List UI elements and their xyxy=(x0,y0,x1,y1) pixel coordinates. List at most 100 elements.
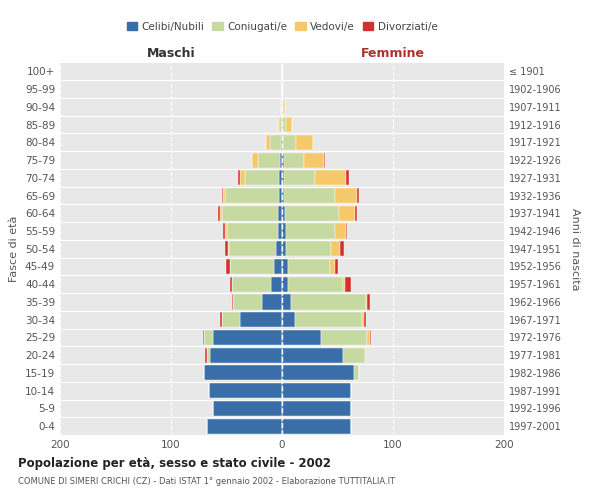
Bar xyxy=(346,170,349,186)
Bar xyxy=(286,241,331,256)
Y-axis label: Fasce di età: Fasce di età xyxy=(10,216,19,282)
Bar xyxy=(277,241,282,256)
Bar xyxy=(281,135,282,150)
Bar xyxy=(335,259,337,274)
Bar xyxy=(283,135,296,150)
Text: COMUNE DI SIMERI CRICHI (CZ) - Dati ISTAT 1° gennaio 2002 - Elaborazione TUTTITA: COMUNE DI SIMERI CRICHI (CZ) - Dati ISTA… xyxy=(18,476,395,486)
Bar xyxy=(316,170,346,186)
Bar xyxy=(338,206,355,221)
Bar xyxy=(226,241,227,256)
Bar xyxy=(226,224,227,238)
Bar xyxy=(345,276,351,292)
Bar xyxy=(252,152,257,168)
Bar xyxy=(223,224,226,238)
Bar xyxy=(284,188,335,203)
Bar xyxy=(233,294,262,310)
Bar xyxy=(296,135,313,150)
Bar xyxy=(282,276,287,292)
Bar xyxy=(282,152,284,168)
Bar xyxy=(204,330,213,345)
Bar xyxy=(282,330,321,345)
Bar xyxy=(287,276,343,292)
Bar xyxy=(346,224,347,238)
Bar xyxy=(282,224,286,238)
Bar xyxy=(230,276,232,292)
Bar xyxy=(209,383,282,398)
Bar xyxy=(282,383,351,398)
Bar xyxy=(232,294,233,310)
Bar xyxy=(282,188,284,203)
Bar xyxy=(286,206,338,221)
Text: Maschi: Maschi xyxy=(146,47,196,60)
Bar xyxy=(287,259,330,274)
Bar xyxy=(278,170,282,186)
Bar xyxy=(282,294,291,310)
Bar xyxy=(262,294,282,310)
Bar xyxy=(266,135,270,150)
Bar xyxy=(220,312,222,327)
Bar xyxy=(291,294,367,310)
Bar xyxy=(282,100,283,114)
Bar xyxy=(284,152,304,168)
Bar xyxy=(282,241,286,256)
Bar xyxy=(278,224,282,238)
Bar xyxy=(335,224,346,238)
Legend: Celibi/Nubili, Coniugati/e, Vedovi/e, Divorziati/e: Celibi/Nubili, Coniugati/e, Vedovi/e, Di… xyxy=(122,18,442,36)
Bar xyxy=(324,152,325,168)
Bar xyxy=(282,418,351,434)
Bar xyxy=(222,188,223,203)
Bar xyxy=(367,330,370,345)
Bar xyxy=(226,188,278,203)
Bar xyxy=(343,348,365,362)
Bar xyxy=(281,100,282,114)
Bar xyxy=(257,152,280,168)
Bar xyxy=(205,348,206,362)
Bar xyxy=(282,259,287,274)
Bar xyxy=(321,330,367,345)
Bar xyxy=(282,135,283,150)
Y-axis label: Anni di nascita: Anni di nascita xyxy=(570,208,580,290)
Bar xyxy=(364,312,367,327)
Bar xyxy=(213,401,282,416)
Bar xyxy=(227,241,229,256)
Bar xyxy=(295,312,362,327)
Bar xyxy=(271,276,282,292)
Bar xyxy=(218,206,220,221)
Bar xyxy=(358,188,359,203)
Bar xyxy=(282,312,295,327)
Bar xyxy=(286,224,335,238)
Bar xyxy=(227,224,278,238)
Bar xyxy=(367,294,370,310)
Bar xyxy=(330,259,335,274)
Bar xyxy=(220,206,222,221)
Bar xyxy=(282,401,351,416)
Bar xyxy=(370,330,371,345)
Bar xyxy=(280,152,282,168)
Bar xyxy=(286,117,292,132)
Bar xyxy=(229,241,277,256)
Bar xyxy=(222,206,278,221)
Bar xyxy=(274,259,282,274)
Text: Femmine: Femmine xyxy=(361,47,425,60)
Bar xyxy=(206,418,282,434)
Bar xyxy=(230,259,274,274)
Bar xyxy=(282,117,286,132)
Bar xyxy=(245,170,278,186)
Bar xyxy=(278,188,282,203)
Bar xyxy=(355,206,358,221)
Bar xyxy=(227,259,230,274)
Bar xyxy=(362,312,364,327)
Bar xyxy=(240,170,245,186)
Bar xyxy=(278,117,282,132)
Bar xyxy=(222,312,240,327)
Text: Popolazione per età, sesso e stato civile - 2002: Popolazione per età, sesso e stato civil… xyxy=(18,456,331,469)
Bar xyxy=(270,135,281,150)
Bar xyxy=(232,276,271,292)
Bar xyxy=(354,366,359,380)
Bar xyxy=(238,170,240,186)
Bar xyxy=(284,170,316,186)
Bar xyxy=(210,348,282,362)
Bar xyxy=(365,348,367,362)
Bar xyxy=(204,366,282,380)
Bar xyxy=(283,100,286,114)
